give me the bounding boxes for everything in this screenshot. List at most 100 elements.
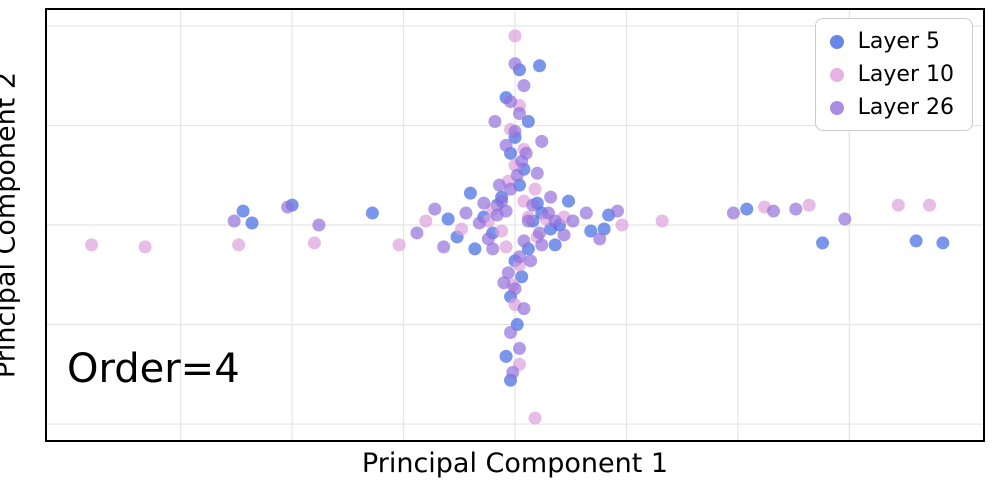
- scatter-point: [528, 182, 542, 196]
- scatter-point: [501, 266, 515, 280]
- scatter-point: [597, 222, 611, 236]
- scatter-point: [802, 198, 816, 212]
- scatter-point: [615, 218, 629, 232]
- scatter-point: [510, 168, 524, 182]
- scatter-point: [504, 182, 518, 196]
- scatter-point: [519, 146, 533, 160]
- scatter-point: [579, 206, 593, 220]
- scatter-point: [245, 216, 259, 230]
- scatter-point: [530, 166, 544, 180]
- scatter-point: [486, 242, 500, 256]
- scatter-point: [506, 365, 520, 379]
- scatter-point: [512, 341, 526, 355]
- scatter-point: [611, 204, 625, 218]
- legend-dot-layer-5: [829, 34, 844, 49]
- scatter-point: [740, 202, 754, 216]
- scatter-point: [521, 214, 535, 228]
- scatter-point: [816, 236, 830, 250]
- scatter-point: [499, 349, 513, 363]
- scatter-point: [584, 224, 598, 238]
- scatter-point: [726, 206, 740, 220]
- scatter-point: [495, 194, 509, 208]
- scatter-point: [499, 204, 513, 218]
- scatter-point: [544, 190, 558, 204]
- scatter-point: [488, 114, 502, 128]
- scatter-point: [521, 114, 535, 128]
- plot-svg: [47, 10, 983, 440]
- scatter-point: [468, 242, 482, 256]
- scatter-point: [504, 95, 518, 109]
- legend-label-layer-26: Layer 26: [857, 95, 954, 120]
- legend-label-layer-5: Layer 5: [857, 29, 940, 54]
- scatter-point: [528, 411, 542, 425]
- scatter-point: [508, 57, 522, 71]
- scatter-point: [566, 214, 580, 228]
- legend-dot-layer-26: [829, 100, 844, 115]
- scatter-point: [508, 29, 522, 43]
- scatter-point: [138, 240, 152, 254]
- scatter-point: [437, 240, 451, 254]
- legend-label-layer-10: Layer 10: [857, 62, 954, 87]
- scatter-point: [236, 204, 250, 218]
- scatter-point: [767, 204, 781, 218]
- scatter-point: [508, 282, 522, 296]
- scatter-point: [593, 232, 607, 246]
- scatter-point: [789, 202, 803, 216]
- scatter-point: [281, 200, 295, 214]
- legend-item-layer-5: Layer 5: [829, 29, 954, 54]
- scatter-point: [923, 198, 937, 212]
- scatter-point: [495, 224, 509, 238]
- scatter-point: [477, 196, 491, 210]
- legend-item-layer-26: Layer 26: [829, 95, 954, 120]
- scatter-point: [526, 198, 540, 212]
- scatter-point: [535, 134, 549, 148]
- order-annotation: Order=4: [67, 346, 240, 392]
- scatter-point: [517, 234, 531, 248]
- scatter-point: [557, 228, 571, 242]
- scatter-point: [499, 240, 513, 254]
- scatter-point: [459, 206, 473, 220]
- scatter-point: [508, 124, 522, 138]
- scatter-point: [227, 214, 241, 228]
- scatter-point: [441, 212, 455, 226]
- scatter-point: [561, 194, 575, 208]
- scatter-point: [428, 202, 442, 216]
- scatter-point: [838, 212, 852, 226]
- scatter-point: [410, 226, 424, 240]
- scatter-point: [419, 214, 433, 228]
- scatter-point: [365, 206, 379, 220]
- scatter-point: [548, 238, 562, 252]
- y-axis-label: Principal Component 2: [0, 72, 22, 379]
- scatter-point: [472, 216, 486, 230]
- scatter-point: [524, 254, 538, 268]
- scatter-point: [655, 214, 669, 228]
- scatter-point: [515, 270, 529, 284]
- scatter-point: [499, 138, 513, 152]
- scatter-point: [312, 218, 326, 232]
- legend: Layer 5 Layer 10 Layer 26: [814, 18, 973, 131]
- scatter-point: [512, 250, 526, 264]
- scatter-point: [85, 238, 99, 252]
- legend-item-layer-10: Layer 10: [829, 62, 954, 87]
- scatter-point: [517, 79, 531, 93]
- scatter-point: [497, 276, 511, 290]
- scatter-point: [548, 214, 562, 228]
- scatter-point: [307, 236, 321, 250]
- scatter-point: [463, 186, 477, 200]
- scatter-point: [909, 234, 923, 248]
- scatter-point: [535, 238, 549, 252]
- scatter-point: [533, 59, 547, 73]
- scatter-point: [504, 326, 518, 339]
- scatter-point: [533, 226, 547, 240]
- scatter-point: [517, 302, 531, 316]
- scatter-point: [936, 236, 950, 250]
- scatter-point: [455, 222, 469, 236]
- scatter-point: [392, 238, 406, 252]
- scatter-point: [232, 238, 246, 252]
- x-axis-label: Principal Component 1: [361, 448, 669, 479]
- legend-dot-layer-10: [829, 67, 844, 82]
- scatter-point: [481, 232, 495, 246]
- scatter-point: [512, 107, 526, 121]
- plot-area: Order=4 Layer 5 Layer 10 Layer 26: [45, 8, 985, 442]
